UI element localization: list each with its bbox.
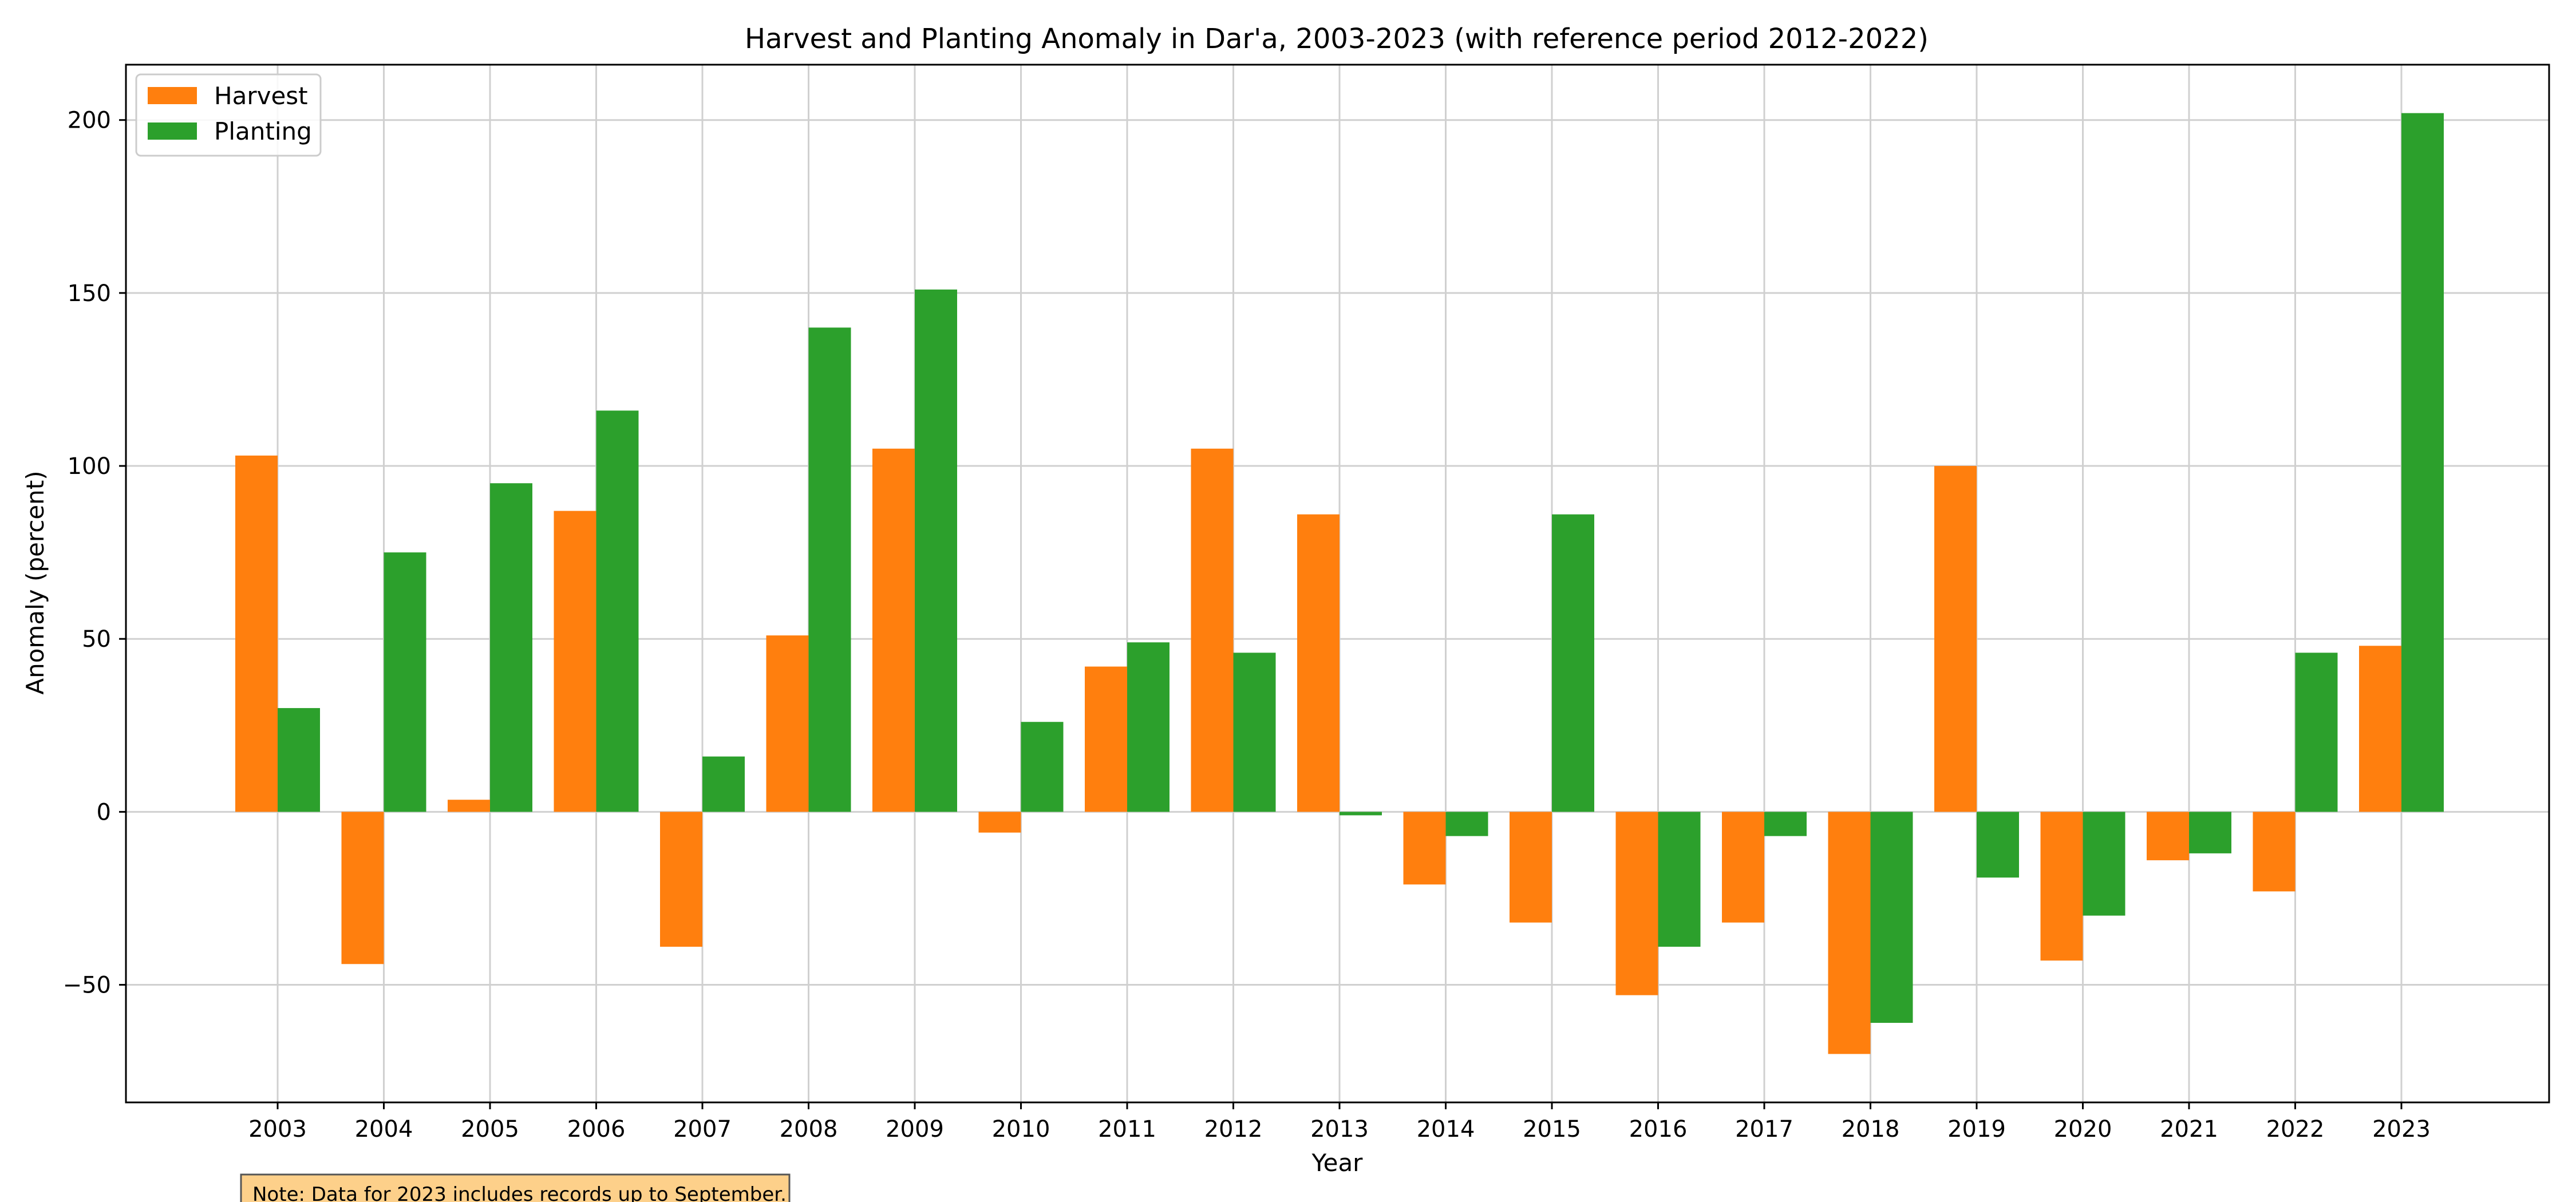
bar-planting-2013 (1340, 812, 1382, 816)
x-tick-label: 2019 (1947, 1116, 2006, 1142)
bar-planting-2022 (2295, 653, 2338, 812)
legend-swatch-harvest (148, 87, 197, 104)
y-tick-label: −50 (63, 972, 111, 999)
x-tick-label: 2022 (2266, 1116, 2325, 1142)
bar-harvest-2021 (2147, 812, 2189, 860)
bar-planting-2005 (490, 483, 532, 812)
x-tick-label: 2009 (886, 1116, 944, 1142)
bar-harvest-2019 (1934, 466, 1977, 812)
y-tick-label: 50 (82, 626, 111, 653)
y-tick-label: 100 (68, 453, 111, 480)
bar-planting-2021 (2189, 812, 2231, 853)
x-axis-ticks: 2003 2004 2005 2006 2007 2008 2009 2010 2011 2012… (248, 1102, 2431, 1142)
x-tick-label: 2014 (1417, 1116, 1475, 1142)
x-tick-label: 2023 (2372, 1116, 2431, 1142)
bar-harvest-2008 (766, 635, 809, 812)
bar-planting-2003 (278, 708, 320, 812)
chart-title: Harvest and Planting Anomaly in Dar'a, 2… (745, 23, 1929, 55)
legend-label-planting: Planting (214, 117, 312, 145)
x-tick-label: 2010 (992, 1116, 1050, 1142)
bar-harvest-2005 (448, 800, 490, 812)
bar-harvest-2003 (235, 455, 278, 812)
x-tick-label: 2016 (1629, 1116, 1688, 1142)
bar-planting-2004 (384, 552, 426, 812)
y-axis-ticks: −50 0 50 100 150 200 (63, 108, 126, 999)
bar-planting-2007 (702, 756, 745, 812)
x-tick-label: 2017 (1735, 1116, 1793, 1142)
bar-planting-2018 (1870, 812, 1913, 1023)
legend-swatch-planting (148, 122, 197, 140)
bar-harvest-2010 (978, 812, 1021, 833)
x-tick-label: 2003 (248, 1116, 307, 1142)
bar-planting-2006 (596, 410, 639, 812)
bar-planting-2011 (1127, 642, 1170, 812)
bar-harvest-2020 (2040, 812, 2083, 961)
bar-harvest-2011 (1085, 666, 1127, 812)
x-tick-label: 2020 (2054, 1116, 2112, 1142)
plot-frame (125, 64, 2550, 1104)
bar-planting-2009 (915, 289, 957, 812)
x-tick-label: 2012 (1204, 1116, 1263, 1142)
x-tick-label: 2015 (1523, 1116, 1581, 1142)
x-axis-label: Year (1311, 1149, 1364, 1177)
bar-harvest-2017 (1722, 812, 1764, 923)
bar-harvest-2013 (1297, 514, 1340, 812)
x-tick-label: 2013 (1310, 1116, 1369, 1142)
bar-planting-2023 (2401, 113, 2444, 812)
bar-harvest-2023 (2359, 646, 2401, 812)
legend-label-harvest: Harvest (214, 82, 308, 110)
bar-harvest-2006 (554, 511, 596, 812)
bar-harvest-2012 (1191, 448, 1234, 812)
bar-harvest-2004 (341, 812, 384, 964)
x-tick-label: 2007 (673, 1116, 732, 1142)
y-axis-label: Anomaly (percent) (21, 470, 49, 694)
note-text: Note: Data for 2023 includes records up … (252, 1183, 787, 1202)
x-tick-label: 2021 (2160, 1116, 2218, 1142)
bar-harvest-2022 (2253, 812, 2296, 892)
bar-planting-2017 (1764, 812, 1807, 836)
y-tick-label: 0 (97, 799, 111, 825)
bar-planting-2010 (1021, 722, 1064, 812)
bar-harvest-2009 (872, 448, 915, 812)
x-tick-label: 2008 (780, 1116, 838, 1142)
y-tick-label: 200 (68, 108, 111, 134)
bar-planting-2015 (1552, 514, 1594, 812)
bar-harvest-2018 (1828, 812, 1871, 1054)
bar-harvest-2015 (1510, 812, 1552, 923)
x-tick-label: 2011 (1098, 1116, 1156, 1142)
bar-planting-2014 (1445, 812, 1488, 836)
bar-harvest-2014 (1403, 812, 1446, 885)
bar-planting-2019 (1977, 812, 2019, 878)
x-tick-label: 2004 (355, 1116, 413, 1142)
bar-harvest-2016 (1615, 812, 1658, 995)
note-box: Note: Data for 2023 includes records up … (240, 1173, 791, 1202)
note-background (240, 1173, 791, 1202)
bar-planting-2008 (808, 327, 851, 812)
legend: Harvest Planting (135, 73, 322, 157)
y-tick-label: 150 (68, 280, 111, 307)
bar-planting-2012 (1233, 653, 1276, 812)
x-tick-label: 2006 (567, 1116, 626, 1142)
bar-harvest-2007 (660, 812, 702, 947)
x-tick-label: 2005 (461, 1116, 519, 1142)
bar-planting-2016 (1658, 812, 1701, 947)
bars (235, 113, 2444, 1054)
x-tick-label: 2018 (1842, 1116, 1900, 1142)
bar-planting-2020 (2083, 812, 2125, 916)
